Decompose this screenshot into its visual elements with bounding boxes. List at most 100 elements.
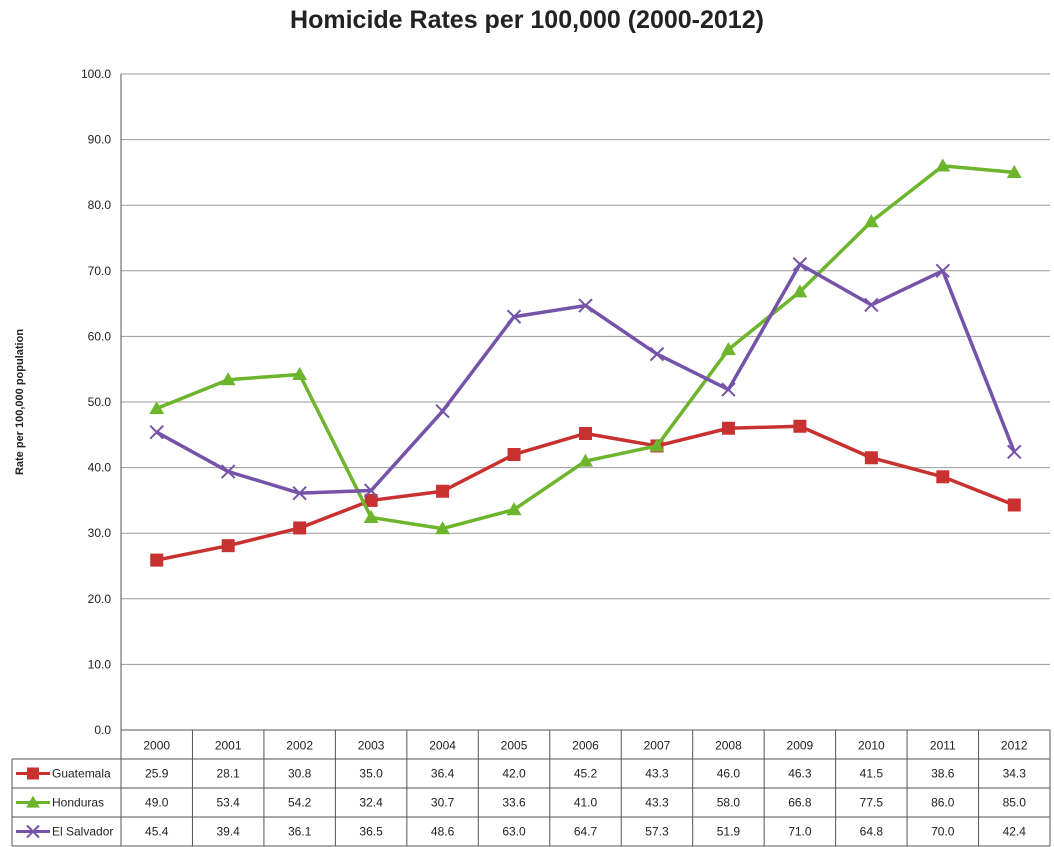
marker-stroke [649, 346, 665, 362]
x-tick-label: 2002 [286, 739, 313, 753]
y-tick-label: 20.0 [88, 592, 112, 606]
point-guatemala [579, 426, 592, 440]
marker-stroke [292, 485, 307, 501]
legend-label: Honduras [52, 796, 104, 810]
table-cell: 49.0 [145, 796, 169, 810]
point-honduras [363, 509, 379, 524]
x-tick-label: 2007 [644, 739, 671, 753]
point-honduras [435, 521, 451, 535]
table-cell: 41.0 [574, 796, 598, 810]
x-tick-label: 2012 [1001, 739, 1028, 753]
table-cell: 51.9 [717, 825, 741, 839]
point-el-salvador [721, 382, 736, 397]
point-el-salvador [506, 309, 522, 324]
point-honduras [1006, 164, 1022, 179]
table-cell: 63.0 [502, 825, 526, 839]
x-tick-label: 2004 [429, 739, 456, 753]
table-cell: 42.0 [502, 767, 526, 781]
point-el-salvador [149, 424, 164, 440]
table-cell: 48.6 [431, 825, 455, 839]
x-tick-label: 2005 [501, 739, 528, 753]
point-guatemala [721, 421, 735, 435]
table-cell: 77.5 [860, 796, 884, 810]
y-tick-label: 40.0 [88, 461, 112, 475]
y-tick-label: 0.0 [94, 723, 111, 737]
table-cell: 70.0 [931, 825, 955, 839]
table-cell: 45.2 [574, 767, 598, 781]
marker-stroke [363, 483, 379, 498]
legend-marker-honduras [26, 795, 40, 808]
x-tick-label: 2008 [715, 739, 742, 753]
data-table: 2000 2001 2002 2003 2004 2005 2006 2007 2008 2009… [11, 729, 1051, 847]
point-honduras [649, 438, 665, 452]
legend-marker-el-salvador [26, 824, 40, 839]
marker-stroke [935, 263, 951, 279]
point-honduras [220, 372, 236, 386]
point-guatemala [1007, 498, 1021, 512]
table-cell: 64.8 [860, 825, 884, 839]
point-el-salvador [935, 263, 951, 279]
chart-title: Homicide Rates per 100,000 (2000-2012) [290, 6, 764, 34]
table-cell: 42.4 [1003, 825, 1027, 839]
point-honduras [792, 284, 808, 298]
point-guatemala [864, 451, 878, 465]
series-layer [149, 158, 1022, 567]
marker-stroke [1007, 444, 1022, 460]
marker-stroke [26, 824, 40, 839]
table-cell: 39.4 [217, 825, 241, 839]
table-cell: 57.3 [645, 825, 669, 839]
series-honduras [149, 158, 1022, 535]
point-el-salvador [292, 485, 307, 501]
point-guatemala [221, 539, 235, 553]
marker-stroke [435, 403, 450, 419]
table-cell: 30.7 [431, 796, 455, 810]
marker-stroke [220, 464, 236, 479]
table-cell: 36.5 [359, 825, 383, 839]
point-el-salvador [649, 346, 665, 362]
series-el-salvador [149, 257, 1022, 501]
marker-stroke [721, 382, 736, 397]
table-cell: 35.0 [359, 767, 383, 781]
point-honduras [720, 342, 736, 356]
point-guatemala [364, 493, 378, 507]
table-cell: 86.0 [931, 796, 955, 810]
series-guatemala [150, 419, 1021, 567]
table-cell: 34.3 [1003, 767, 1027, 781]
table-cell: 53.4 [217, 796, 241, 810]
table-cell: 54.2 [288, 796, 312, 810]
table-cell: 36.1 [288, 825, 312, 839]
x-tick-label: 2000 [143, 739, 170, 753]
table-cell: 45.4 [145, 825, 169, 839]
x-tick-label: 2001 [215, 739, 242, 753]
legend-label: El Salvador [52, 825, 113, 839]
point-guatemala [293, 521, 307, 535]
table-cell: 43.3 [645, 796, 669, 810]
series-line-honduras [156, 164, 1015, 531]
x-tick-label: 2011 [930, 739, 956, 753]
y-tick-label: 90.0 [88, 133, 112, 147]
point-honduras [863, 214, 879, 228]
marker-stroke [578, 298, 593, 313]
y-tick-label: 60.0 [88, 329, 112, 343]
table-cell: 41.5 [860, 767, 884, 781]
legend-label: Guatemala [52, 767, 111, 781]
y-tick-label: 10.0 [88, 657, 112, 671]
table-cell: 46.3 [788, 767, 812, 781]
y-tick-label: 70.0 [88, 264, 112, 278]
point-honduras [935, 158, 951, 172]
point-honduras [506, 502, 522, 516]
table-cell: 36.4 [431, 767, 455, 781]
series-line-guatemala [156, 424, 1015, 562]
point-el-salvador [1007, 444, 1022, 460]
x-tick-label: 2010 [858, 739, 885, 753]
table-cell: 30.8 [288, 767, 312, 781]
table-cell: 32.4 [359, 796, 383, 810]
marker-stroke [792, 257, 808, 272]
point-guatemala [793, 419, 807, 433]
point-honduras [292, 366, 308, 381]
marker-stroke [149, 424, 164, 440]
table-cell: 33.6 [502, 796, 526, 810]
point-honduras [578, 453, 593, 467]
x-tick-label: 2003 [358, 739, 385, 753]
